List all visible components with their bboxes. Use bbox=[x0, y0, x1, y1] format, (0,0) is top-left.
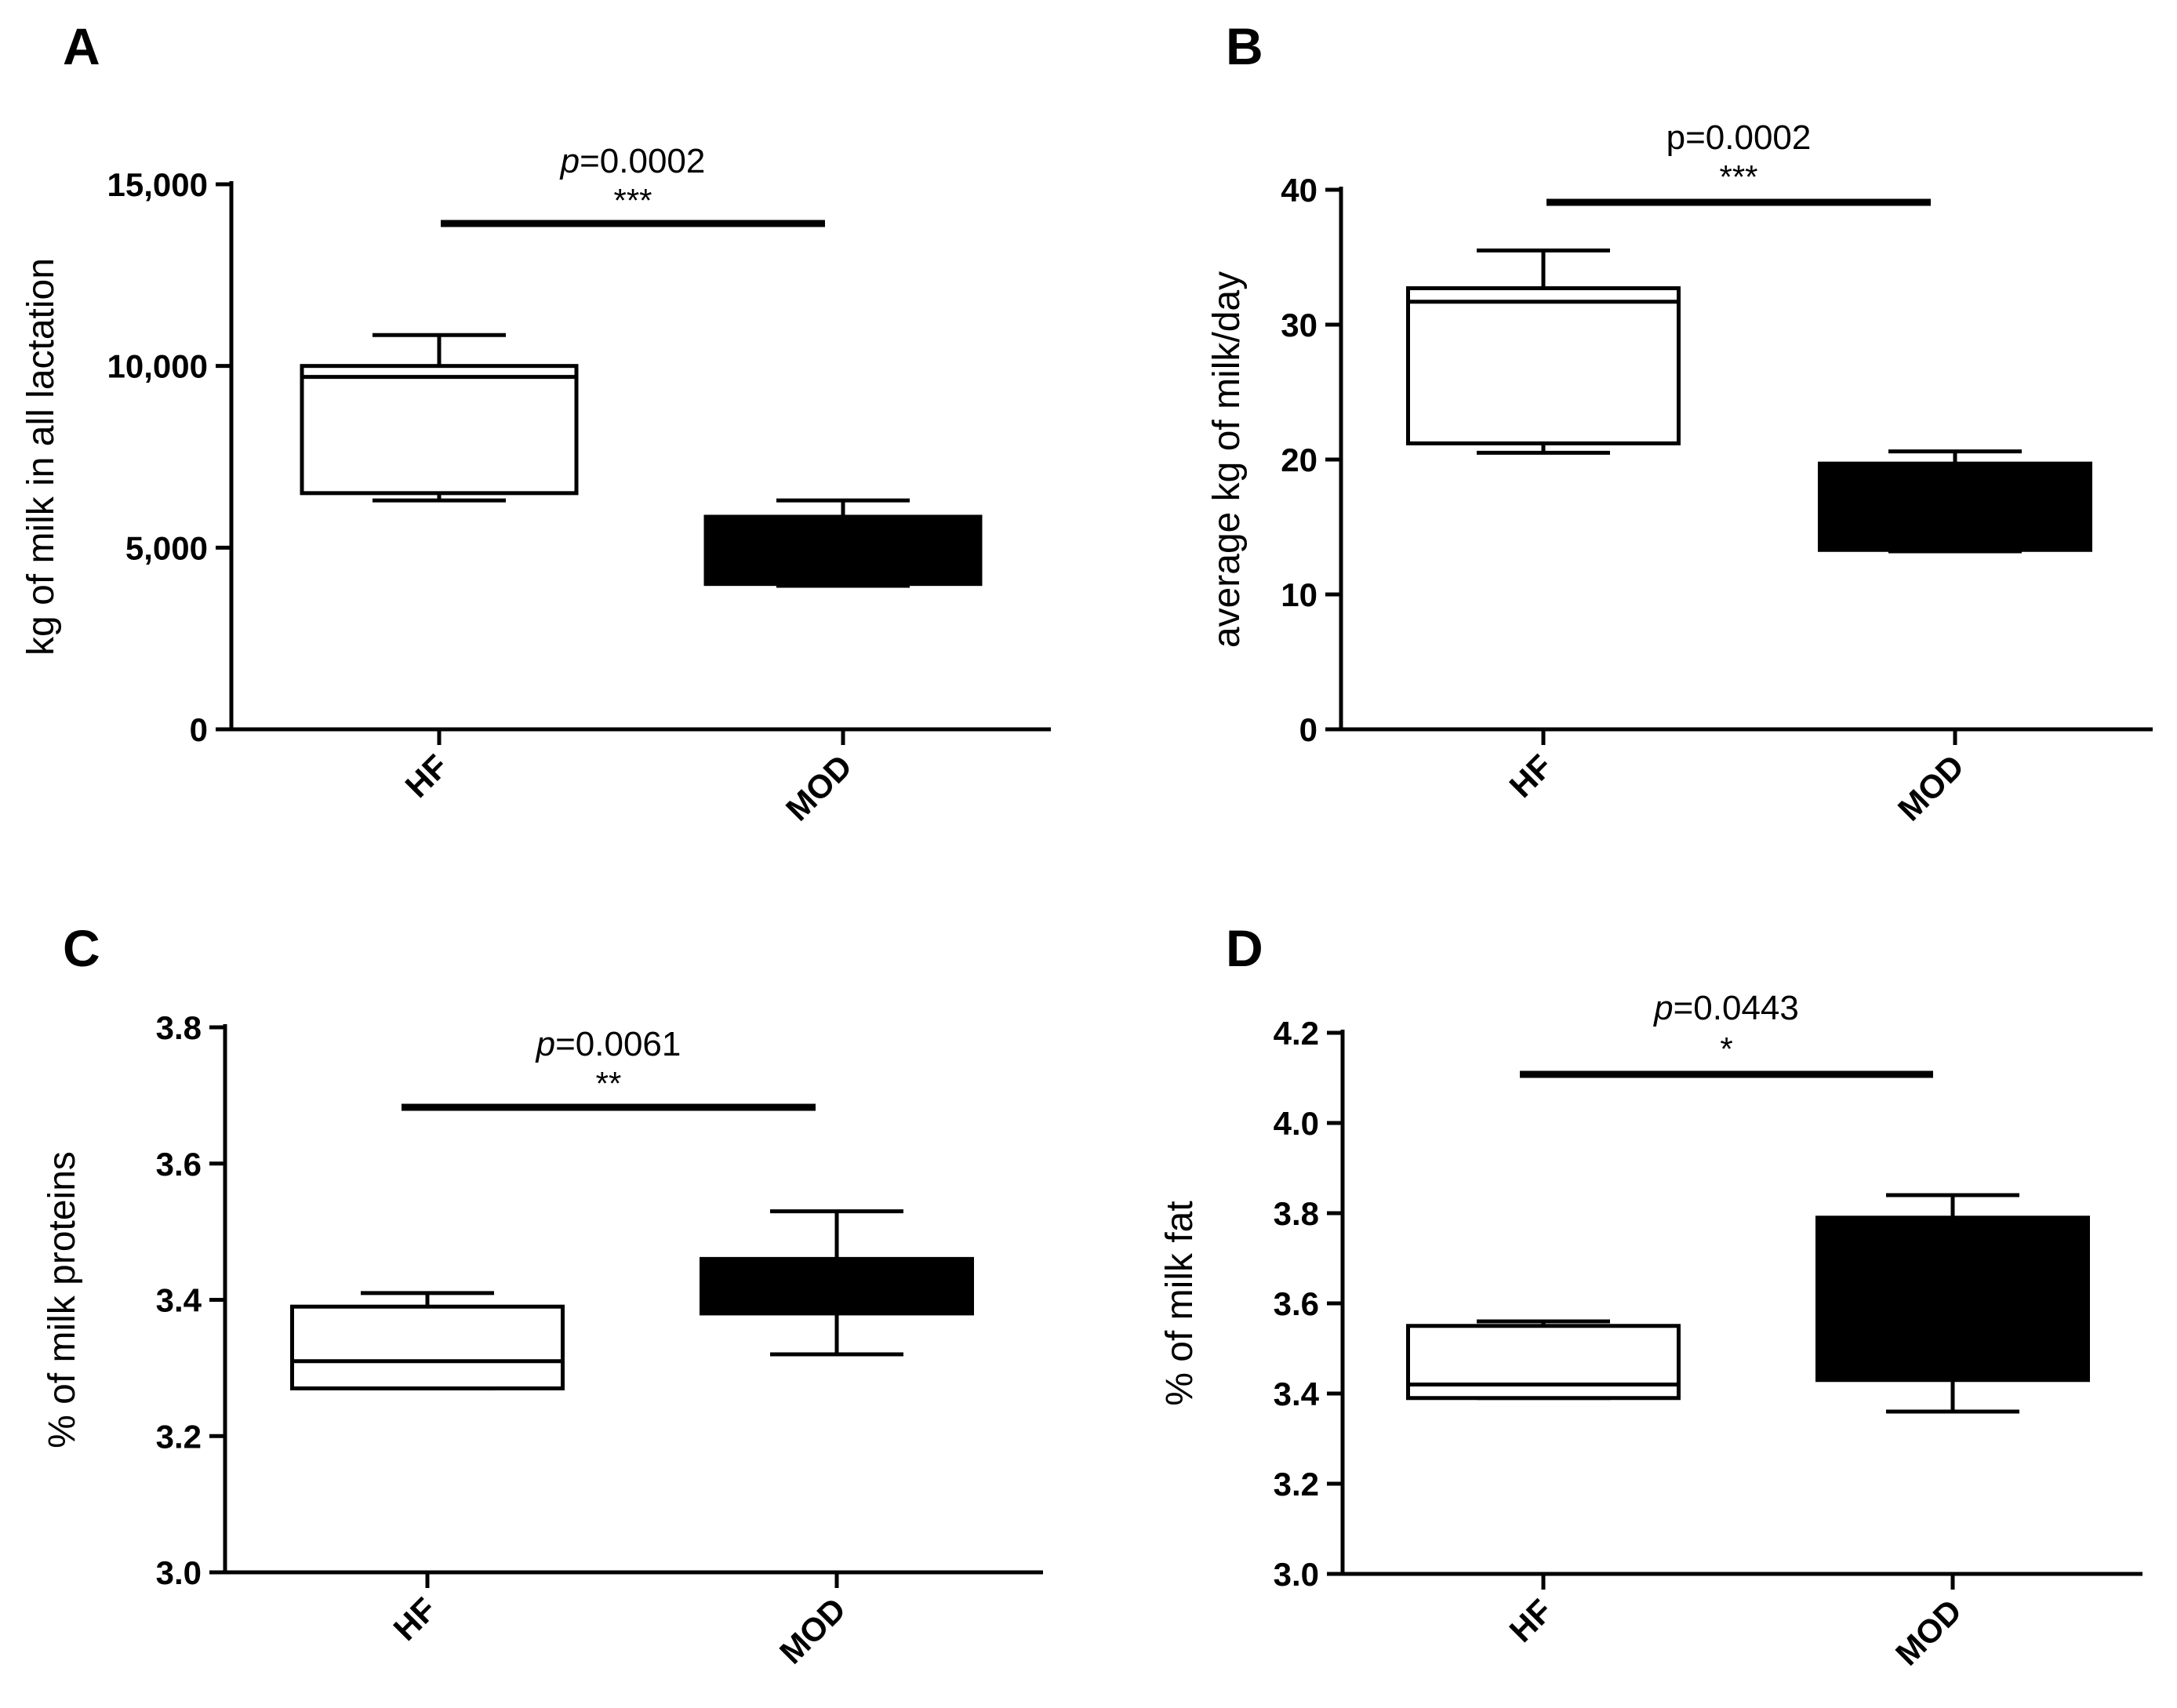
x-tick-label: HF bbox=[387, 1590, 444, 1648]
box-hf bbox=[290, 1291, 565, 1390]
x-tick-label: HF bbox=[398, 747, 456, 805]
y-tick-label: 40 bbox=[1281, 172, 1317, 209]
p-value-label: p=0.0002 bbox=[1666, 118, 1812, 157]
iqr-box bbox=[300, 364, 579, 496]
x-tick-label: MOD bbox=[1891, 747, 1972, 828]
iqr-box bbox=[1406, 286, 1681, 445]
panel-B: B 0 10 20 30 40 average kg of milk/day HF MOD p=0… bbox=[1206, 17, 2153, 828]
box-mod bbox=[700, 1209, 974, 1357]
p-value-label: p=0.0002 bbox=[559, 142, 706, 180]
y-tick-label: 10,000 bbox=[107, 348, 208, 385]
y-tick-label: 3.0 bbox=[156, 1554, 202, 1591]
y-axis-title: % of milk proteins bbox=[42, 1151, 83, 1448]
significance-stars: ** bbox=[596, 1065, 622, 1102]
y-tick-label: 3.8 bbox=[156, 1009, 202, 1046]
y-tick-label: 10 bbox=[1281, 576, 1317, 613]
panel-C: C 3.0 3.2 3.4 3.6 3.8 % of milk proteins HF MOD p… bbox=[42, 919, 1043, 1671]
box-hf bbox=[1406, 248, 1681, 455]
y-tick-label: 30 bbox=[1281, 307, 1317, 343]
p-symbol: p bbox=[1652, 989, 1673, 1027]
p-symbol: p bbox=[559, 142, 580, 180]
panel-letter: C bbox=[63, 919, 100, 977]
y-tick-label: 15,000 bbox=[107, 166, 208, 203]
box-mod bbox=[1818, 449, 2092, 554]
p-value-label: p=0.0443 bbox=[1652, 989, 1799, 1027]
y-tick-label: 0 bbox=[1299, 711, 1317, 748]
y-tick-label: 20 bbox=[1281, 442, 1317, 478]
p-value-number: =0.0061 bbox=[555, 1025, 681, 1063]
x-tick-label: HF bbox=[1503, 1592, 1560, 1649]
y-tick-label: 3.0 bbox=[1274, 1556, 1319, 1593]
y-tick-label: 3.4 bbox=[156, 1282, 202, 1319]
y-tick-label: 3.8 bbox=[1274, 1195, 1319, 1232]
y-axis-title: average kg of milk/day bbox=[1206, 271, 1248, 648]
y-tick-label: 3.2 bbox=[156, 1418, 202, 1455]
y-tick-label: 4.2 bbox=[1274, 1015, 1319, 1052]
y-axis-title: kg of milk in all lactation bbox=[20, 258, 62, 656]
p-value-number: =0.0002 bbox=[580, 142, 705, 180]
y-tick-label: 3.4 bbox=[1274, 1375, 1320, 1412]
iqr-box bbox=[290, 1304, 565, 1390]
iqr-box bbox=[1815, 1216, 2090, 1383]
y-tick-label: 4.0 bbox=[1274, 1105, 1319, 1142]
panel-letter: B bbox=[1226, 17, 1263, 75]
panel-A: A 0 5,000 10,000 15,000 kg of milk in all lac… bbox=[20, 17, 1051, 828]
y-axis-title: % of milk fat bbox=[1159, 1201, 1201, 1405]
x-tick-label: HF bbox=[1503, 747, 1560, 805]
y-tick-label: 5,000 bbox=[125, 529, 208, 566]
box-mod bbox=[1815, 1193, 2090, 1414]
x-tick-label: MOD bbox=[779, 747, 860, 828]
y-tick-label: 3.2 bbox=[1274, 1466, 1319, 1503]
significance-stars: *** bbox=[1719, 158, 1757, 195]
box-mod bbox=[703, 498, 983, 588]
iqr-box bbox=[1406, 1324, 1681, 1401]
significance-stars: * bbox=[1720, 1030, 1732, 1067]
x-tick-label: MOD bbox=[1888, 1592, 1969, 1673]
significance-stars: *** bbox=[613, 182, 652, 219]
p-value-number: =0.0443 bbox=[1674, 989, 1799, 1027]
y-tick-label: 3.6 bbox=[156, 1146, 202, 1183]
panel-letter: D bbox=[1226, 919, 1263, 977]
p-symbol: p bbox=[535, 1025, 555, 1063]
box-hf bbox=[300, 333, 579, 503]
y-tick-label: 0 bbox=[190, 711, 208, 748]
panel-D: D 3.0 3.2 3.4 3.6 3.8 4.0 4.2 % of milk fat HF MOD… bbox=[1159, 919, 2142, 1673]
panel-letter: A bbox=[63, 17, 100, 75]
y-tick-label: 3.6 bbox=[1274, 1285, 1319, 1322]
x-tick-label: MOD bbox=[772, 1590, 853, 1671]
box-hf bbox=[1406, 1319, 1681, 1401]
p-value-label: p=0.0061 bbox=[535, 1025, 681, 1063]
